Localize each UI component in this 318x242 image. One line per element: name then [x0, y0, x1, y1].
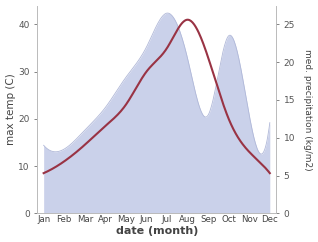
Y-axis label: max temp (C): max temp (C) [5, 74, 16, 145]
Y-axis label: med. precipitation (kg/m2): med. precipitation (kg/m2) [303, 49, 313, 170]
X-axis label: date (month): date (month) [115, 227, 198, 236]
